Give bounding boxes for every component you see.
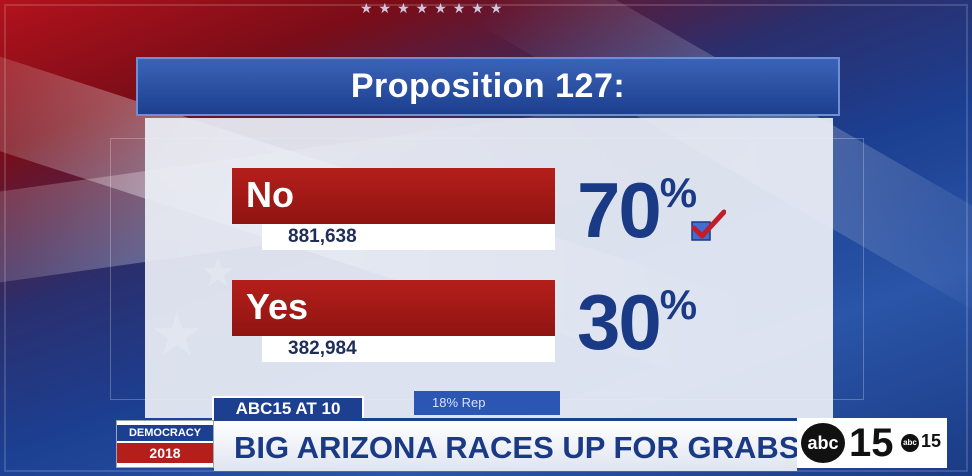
percent-value: 70%	[577, 166, 697, 254]
result-row-no: No 881,638 70%	[232, 168, 732, 252]
headline: BIG ARIZONA RACES UP FOR GRABS	[234, 430, 800, 465]
percent-sign: %	[659, 281, 697, 328]
abc-logo-icon: abc	[801, 423, 845, 463]
winner-check-icon	[691, 209, 726, 241]
percent-number: 30	[577, 278, 662, 366]
station-logo: abc 15 abc 15	[797, 418, 947, 468]
stars-decoration: ★★★★★★★★	[360, 0, 509, 16]
channel-number: 15	[849, 421, 894, 465]
percent-value: 30%	[577, 278, 697, 366]
reporting-text: 18% Rep	[432, 395, 486, 410]
vote-count-bar: 382,984	[262, 336, 555, 362]
badge-top-text: DEMOCRACY	[117, 425, 213, 441]
option-label: No	[246, 174, 294, 215]
result-row-yes: Yes 382,984 30%	[232, 280, 732, 364]
percent-sign: %	[659, 169, 697, 216]
reporting-tag: 18% Rep	[414, 391, 560, 415]
mini-channel-number: 15	[921, 431, 942, 451]
percent-number: 70	[577, 166, 662, 254]
page-title: Proposition 127:	[350, 67, 626, 105]
results-panel	[145, 118, 833, 418]
option-label-bar: No	[232, 168, 555, 224]
badge-year: 2018	[117, 443, 213, 463]
option-label-bar: Yes	[232, 280, 555, 336]
option-label: Yes	[246, 286, 309, 327]
vote-count-bar: 881,638	[262, 224, 555, 250]
democracy-badge: DEMOCRACY 2018	[116, 420, 214, 468]
title-banner: Proposition 127:	[136, 57, 840, 116]
vote-count: 382,984	[288, 338, 357, 359]
headline-bar: BIG ARIZONA RACES UP FOR GRABS	[214, 418, 800, 471]
vote-count: 881,638	[288, 226, 357, 247]
show-name: ABC15 AT 10	[235, 399, 341, 418]
mini-abc-logo-icon: abc	[901, 434, 919, 452]
